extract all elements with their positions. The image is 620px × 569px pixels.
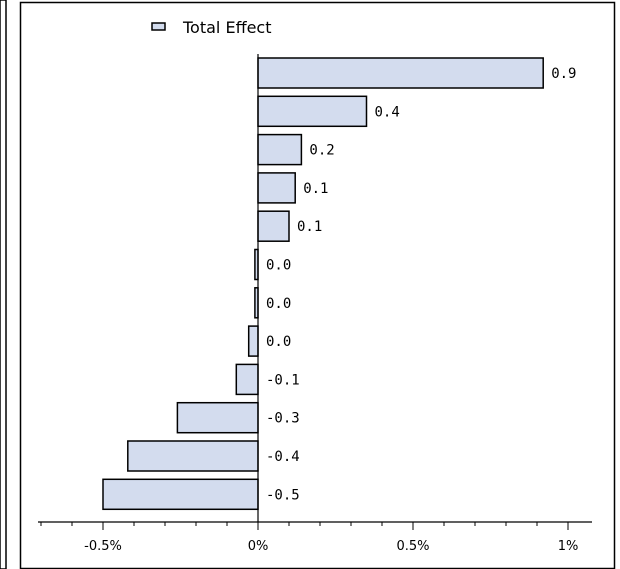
bar-10 <box>127 440 259 472</box>
x-tick-label-2: 0% <box>248 539 269 554</box>
bar-label-2: 0.2 <box>309 143 334 159</box>
bar-label-9: -0.3 <box>266 411 300 427</box>
bar-7 <box>247 325 259 357</box>
bar-9 <box>176 401 259 434</box>
bar-8 <box>235 363 259 396</box>
bar-label-8: -0.1 <box>266 372 300 388</box>
x-tick-label-1: -0.5% <box>84 539 122 554</box>
bar-2 <box>257 133 303 166</box>
bar-4 <box>257 210 290 242</box>
bars-group: 0.9 0.4 0.2 0.1 0.1 0.0 0.0 0.0 -0.1 -0.3 -0.4 -0.5 <box>102 57 576 511</box>
legend: Total Effect <box>151 18 272 37</box>
legend-swatch <box>151 22 166 31</box>
bar-0 <box>257 57 544 89</box>
left-panel-edge <box>0 0 7 569</box>
x-tick-label-4: 1% <box>558 539 579 554</box>
bar-label-6: 0.0 <box>266 296 291 312</box>
bar-label-0: 0.9 <box>551 66 576 82</box>
x-axis: -1%-0.5%0%0.5%1%1.5% <box>38 54 592 554</box>
bar-label-3: 0.1 <box>303 181 328 197</box>
bar-label-10: -0.4 <box>266 449 300 465</box>
legend-label: Total Effect <box>182 18 272 37</box>
bar-11 <box>102 478 259 511</box>
bar-label-4: 0.1 <box>297 219 322 235</box>
bar-1 <box>257 95 368 128</box>
x-tick-label-3: 0.5% <box>396 539 429 554</box>
bar-label-5: 0.0 <box>266 258 291 274</box>
bar-3 <box>257 172 296 204</box>
bar-label-11: -0.5 <box>266 487 300 503</box>
bar-label-7: 0.0 <box>266 334 291 350</box>
bar-label-1: 0.4 <box>375 104 400 120</box>
